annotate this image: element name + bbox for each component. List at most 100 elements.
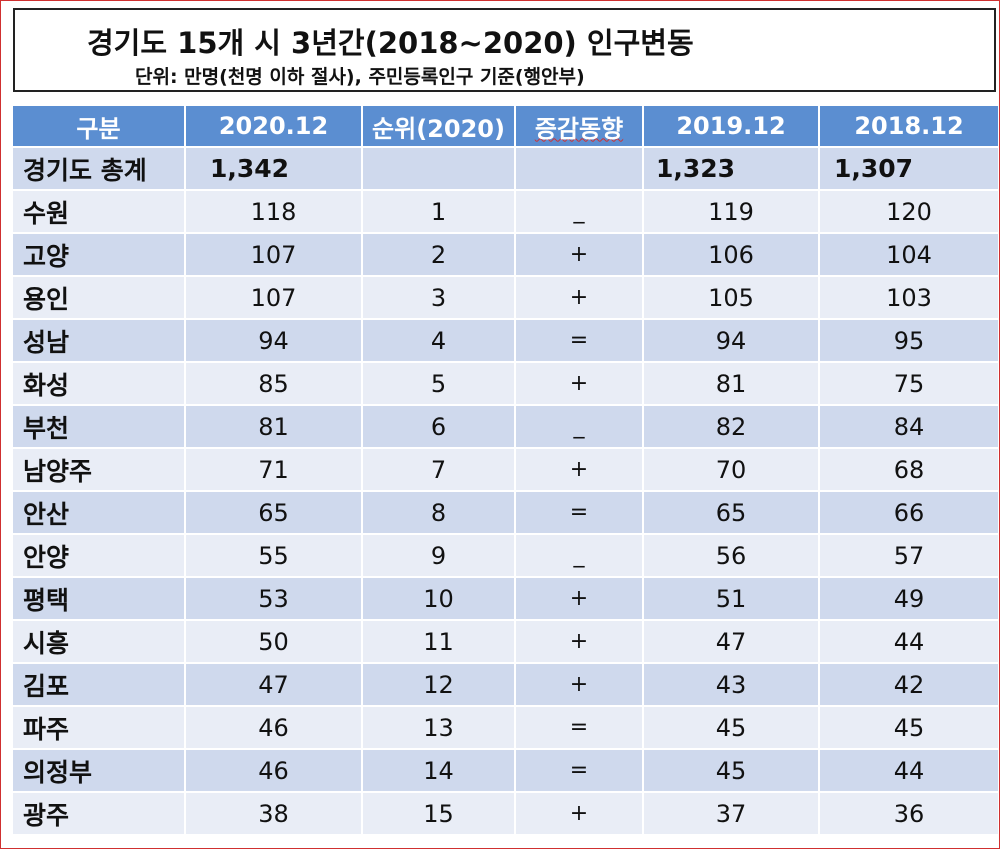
header-category: 구분 (13, 106, 186, 148)
value-2018: 95 (819, 319, 998, 363)
unit-note: 단위: 만명(천명 이하 절사), 주민등록인구 기준(행안부) (135, 66, 585, 88)
city-name: 김포 (13, 663, 186, 707)
rank-2020: 13 (362, 706, 516, 750)
city-name: 광주 (13, 792, 186, 836)
city-name: 안산 (13, 491, 186, 535)
value-2018: 104 (819, 233, 998, 277)
trend-mark: _ (515, 190, 644, 234)
value-2018: 44 (819, 620, 998, 664)
table-row: 평택 53 10 +51 49 (13, 577, 998, 621)
rank-2020: 11 (362, 620, 516, 664)
value-2019: 37 (643, 792, 820, 836)
trend-mark: + (515, 577, 644, 621)
table-row: 화성 85 5 +81 75 (13, 362, 998, 406)
value-2020: 81 (185, 405, 363, 449)
value-2020: 107 (185, 233, 363, 277)
value-2018: 103 (819, 276, 998, 320)
population-table: 구분 2020.12 순위(2020) 증감동향 2019.12 2018.12… (13, 106, 998, 836)
rank-2020: 15 (362, 792, 516, 836)
city-name: 용인 (13, 276, 186, 320)
trend-mark: = (515, 706, 644, 750)
value-2019: 43 (643, 663, 820, 707)
trend-mark: = (515, 749, 644, 793)
value-2018: 75 (819, 362, 998, 406)
total-row: 경기도 총계 1,342 1,323 1,307 (13, 147, 998, 191)
value-2019: 56 (643, 534, 820, 578)
title-box: 경기도 15개 시 3년간(2018~2020) 인구변동 단위: 만명(천명 … (13, 8, 996, 92)
header-2020: 2020.12 (185, 106, 363, 148)
trend-mark: _ (515, 534, 644, 578)
value-2020: 107 (185, 276, 363, 320)
rank-2020: 12 (362, 663, 516, 707)
table-row: 성남 94 4 = 94 95 (13, 319, 998, 363)
total-2019: 1,323 (643, 147, 820, 191)
value-2019: 70 (643, 448, 820, 492)
value-2020: 65 (185, 491, 363, 535)
total-rank (362, 147, 516, 191)
value-2019: 82 (643, 405, 820, 449)
value-2019: 65 (643, 491, 820, 535)
rank-2020: 1 (362, 190, 516, 234)
table-row: 광주 38 15 +37 36 (13, 792, 998, 836)
total-2020: 1,342 (185, 147, 363, 191)
city-name: 안양 (13, 534, 186, 578)
value-2020: 46 (185, 749, 363, 793)
header-2019: 2019.12 (643, 106, 820, 148)
value-2019: 45 (643, 706, 820, 750)
value-2018: 84 (819, 405, 998, 449)
value-2018: 44 (819, 749, 998, 793)
page-title: 경기도 15개 시 3년간(2018~2020) 인구변동 (87, 26, 694, 60)
city-name: 평택 (13, 577, 186, 621)
header-trend: 증감동향 (515, 106, 644, 148)
table-row: 의정부 46 14 = 45 44 (13, 749, 998, 793)
value-2019: 51 (643, 577, 820, 621)
table-row: 고양 107 2 +106 104 (13, 233, 998, 277)
value-2018: 36 (819, 792, 998, 836)
trend-mark: + (515, 276, 644, 320)
header-rank: 순위(2020) (362, 106, 516, 148)
city-name: 의정부 (13, 749, 186, 793)
rank-2020: 7 (362, 448, 516, 492)
table-row: 수원 118 1 _ 119 120 (13, 190, 998, 234)
table-row: 부천 81 6 _ 82 84 (13, 405, 998, 449)
trend-mark: + (515, 362, 644, 406)
header-trend-label: 증감동향 (534, 114, 624, 143)
trend-mark: + (515, 448, 644, 492)
city-name: 남양주 (13, 448, 186, 492)
city-name: 성남 (13, 319, 186, 363)
value-2019: 106 (643, 233, 820, 277)
value-2018: 57 (819, 534, 998, 578)
value-2018: 42 (819, 663, 998, 707)
total-2018: 1,307 (819, 147, 998, 191)
header-row: 구분 2020.12 순위(2020) 증감동향 2019.12 2018.12 (13, 106, 998, 148)
value-2018: 45 (819, 706, 998, 750)
trend-mark: + (515, 620, 644, 664)
city-name: 수원 (13, 190, 186, 234)
value-2020: 53 (185, 577, 363, 621)
trend-mark: + (515, 233, 644, 277)
trend-mark: = (515, 491, 644, 535)
rank-2020: 4 (362, 319, 516, 363)
value-2018: 66 (819, 491, 998, 535)
rank-2020: 3 (362, 276, 516, 320)
value-2018: 120 (819, 190, 998, 234)
total-name: 경기도 총계 (13, 147, 186, 191)
trend-mark: _ (515, 405, 644, 449)
trend-mark: + (515, 663, 644, 707)
trend-mark: = (515, 319, 644, 363)
city-name: 고양 (13, 233, 186, 277)
rank-2020: 10 (362, 577, 516, 621)
value-2020: 118 (185, 190, 363, 234)
city-name: 부천 (13, 405, 186, 449)
value-2019: 45 (643, 749, 820, 793)
value-2020: 94 (185, 319, 363, 363)
table-row: 안양 55 9 _ 56 57 (13, 534, 998, 578)
rank-2020: 6 (362, 405, 516, 449)
table-row: 시흥 50 11 +47 44 (13, 620, 998, 664)
header-2018: 2018.12 (819, 106, 998, 148)
value-2019: 119 (643, 190, 820, 234)
value-2020: 85 (185, 362, 363, 406)
rank-2020: 2 (362, 233, 516, 277)
table-row: 안산 65 8 = 65 66 (13, 491, 998, 535)
city-name: 파주 (13, 706, 186, 750)
